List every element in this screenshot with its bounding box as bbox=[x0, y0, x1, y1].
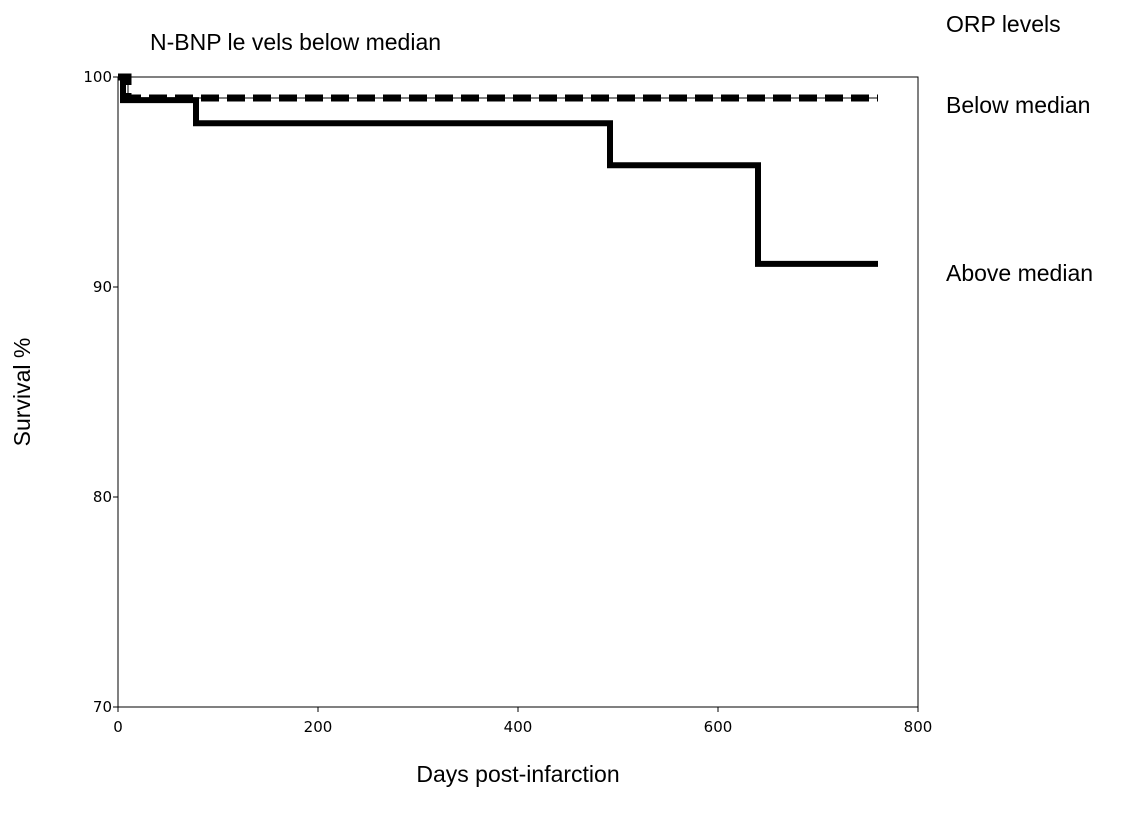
y-tick-label: 70 bbox=[93, 698, 112, 716]
legend-label-below-median: Below median bbox=[946, 92, 1090, 118]
x-tick-label: 800 bbox=[904, 718, 933, 736]
series-line-below-median bbox=[118, 73, 878, 102]
y-tick-label: 100 bbox=[83, 68, 112, 86]
x-tick-label: 200 bbox=[304, 718, 333, 736]
y-tick-label: 90 bbox=[93, 278, 112, 296]
series-layer bbox=[118, 73, 878, 267]
x-tick-label: 0 bbox=[113, 718, 123, 736]
x-tick-label: 400 bbox=[504, 718, 533, 736]
y-axis-ticks: 70 80 90 100 bbox=[83, 68, 118, 716]
series-line-above-median bbox=[118, 74, 878, 267]
chart-subtitle: N-BNP le vels below median bbox=[150, 29, 441, 55]
y-axis-label: Survival % bbox=[9, 338, 35, 447]
x-axis-ticks: 0 200 400 600 800 bbox=[113, 707, 932, 736]
y-tick-label: 80 bbox=[93, 488, 112, 506]
legend-label-above-median: Above median bbox=[946, 260, 1093, 286]
x-axis-label: Days post-infarction bbox=[416, 761, 619, 787]
plot-frame bbox=[117, 76, 919, 708]
legend-title: ORP levels bbox=[946, 11, 1061, 37]
x-tick-label: 600 bbox=[704, 718, 733, 736]
